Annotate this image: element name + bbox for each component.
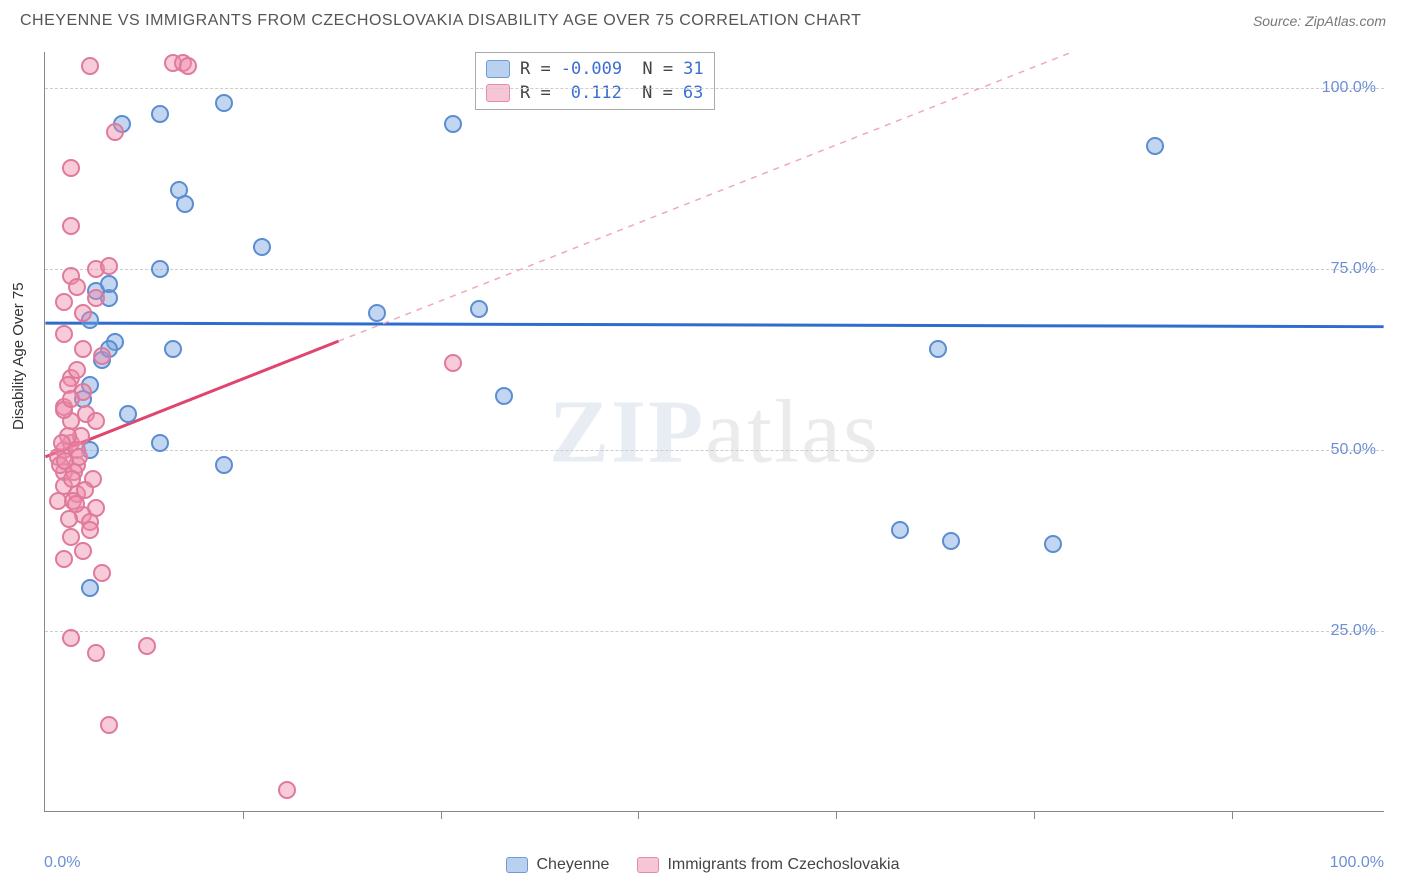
data-point-czech (62, 390, 80, 408)
data-point-czech (62, 629, 80, 647)
chart-title: CHEYENNE VS IMMIGRANTS FROM CZECHOSLOVAK… (20, 12, 861, 30)
data-point-cheyenne (444, 115, 462, 133)
swatch-cheyenne (486, 60, 510, 78)
data-point-czech (81, 57, 99, 75)
data-point-czech (93, 564, 111, 582)
data-point-cheyenne (151, 260, 169, 278)
y-tick-label: 75.0% (1331, 260, 1376, 278)
r-value-czech: 0.112 (561, 81, 622, 105)
r-label: R = (520, 57, 551, 81)
data-point-czech (74, 340, 92, 358)
data-point-cheyenne (495, 387, 513, 405)
gridline-h (45, 88, 1384, 89)
x-tick (441, 811, 442, 819)
data-point-czech (60, 510, 78, 528)
data-point-czech (55, 550, 73, 568)
n-label: N = (632, 81, 673, 105)
data-point-cheyenne (119, 405, 137, 423)
data-point-czech (62, 217, 80, 235)
x-tick (243, 811, 244, 819)
watermark-zip: ZIP (549, 382, 705, 481)
data-point-cheyenne (81, 579, 99, 597)
gridline-h (45, 450, 1384, 451)
swatch-czech (486, 84, 510, 102)
data-point-cheyenne (368, 304, 386, 322)
legend-swatch-cheyenne (506, 857, 528, 873)
data-point-czech (179, 57, 197, 75)
data-point-czech (74, 304, 92, 322)
data-point-cheyenne (164, 340, 182, 358)
watermark-atlas: atlas (705, 382, 880, 481)
data-point-czech (138, 637, 156, 655)
data-point-czech (55, 293, 73, 311)
x-tick (836, 811, 837, 819)
data-point-czech (100, 257, 118, 275)
data-point-czech (62, 159, 80, 177)
data-point-czech (87, 289, 105, 307)
x-tick (1034, 811, 1035, 819)
n-value-czech: 63 (683, 81, 703, 105)
data-point-cheyenne (151, 434, 169, 452)
data-point-cheyenne (1044, 535, 1062, 553)
x-tick (638, 811, 639, 819)
data-point-cheyenne (1146, 137, 1164, 155)
x-tick (1232, 811, 1233, 819)
r-value-cheyenne: -0.009 (561, 57, 622, 81)
y-tick-label: 25.0% (1331, 622, 1376, 640)
legend-label-cheyenne: Cheyenne (536, 856, 609, 874)
data-point-czech (55, 325, 73, 343)
gridline-h (45, 631, 1384, 632)
y-tick-label: 50.0% (1331, 441, 1376, 459)
chart-plot-area: ZIPatlas R = -0.009 N = 31 R = 0.112 N =… (44, 52, 1384, 812)
data-point-cheyenne (253, 238, 271, 256)
data-point-cheyenne (100, 275, 118, 293)
data-point-cheyenne (470, 300, 488, 318)
data-point-czech (62, 528, 80, 546)
stats-row-cheyenne: R = -0.009 N = 31 (486, 57, 704, 81)
data-point-czech (81, 521, 99, 539)
data-point-cheyenne (929, 340, 947, 358)
data-point-czech (68, 278, 86, 296)
trend-lines-layer (45, 52, 1384, 811)
data-point-cheyenne (215, 456, 233, 474)
data-point-czech (56, 452, 74, 470)
legend-swatch-czech (637, 857, 659, 873)
y-tick-label: 100.0% (1322, 79, 1376, 97)
data-point-czech (278, 781, 296, 799)
stats-legend: R = -0.009 N = 31 R = 0.112 N = 63 (475, 52, 715, 110)
chart-source: Source: ZipAtlas.com (1253, 13, 1386, 29)
data-point-cheyenne (176, 195, 194, 213)
legend-item-cheyenne: Cheyenne (506, 856, 609, 874)
n-label: N = (632, 57, 673, 81)
legend-item-czech: Immigrants from Czechoslovakia (637, 856, 899, 874)
data-point-cheyenne (942, 532, 960, 550)
n-value-cheyenne: 31 (683, 57, 703, 81)
data-point-czech (87, 644, 105, 662)
legend-label-czech: Immigrants from Czechoslovakia (667, 856, 899, 874)
r-label: R = (520, 81, 551, 105)
data-point-cheyenne (151, 105, 169, 123)
gridline-h (45, 269, 1384, 270)
data-point-cheyenne (215, 94, 233, 112)
data-point-czech (444, 354, 462, 372)
series-legend: Cheyenne Immigrants from Czechoslovakia (0, 856, 1406, 874)
data-point-czech (93, 347, 111, 365)
data-point-czech (53, 434, 71, 452)
y-axis-title: Disability Age Over 75 (10, 282, 27, 430)
data-point-czech (106, 123, 124, 141)
watermark: ZIPatlas (549, 380, 880, 483)
data-point-czech (87, 412, 105, 430)
data-point-czech (74, 542, 92, 560)
data-point-cheyenne (891, 521, 909, 539)
stats-row-czech: R = 0.112 N = 63 (486, 81, 704, 105)
chart-header: CHEYENNE VS IMMIGRANTS FROM CZECHOSLOVAK… (0, 0, 1406, 38)
data-point-czech (100, 716, 118, 734)
